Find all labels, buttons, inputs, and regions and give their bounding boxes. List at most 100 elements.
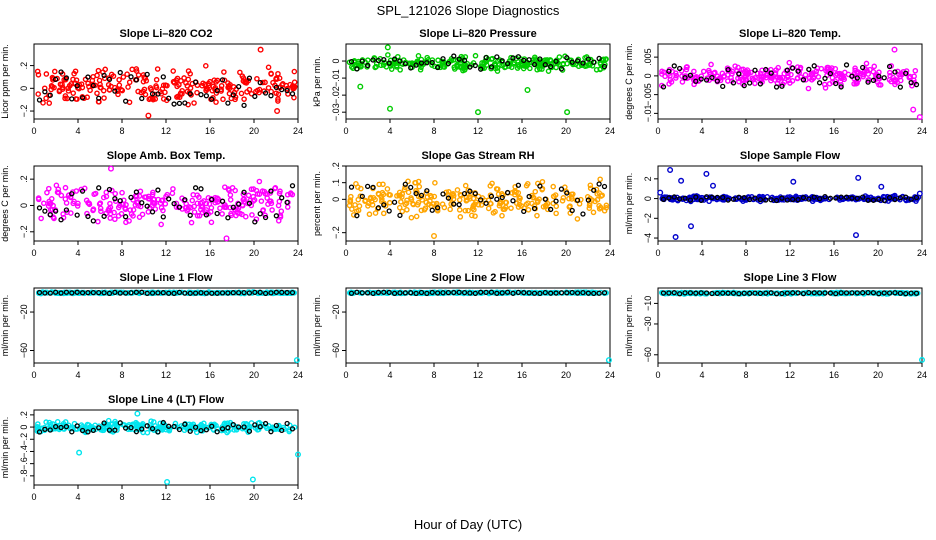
data-point-black	[870, 197, 877, 203]
data-point-black	[112, 196, 118, 202]
y-tick-label: −30	[643, 316, 653, 331]
data-point-black	[359, 193, 365, 200]
data-point-black	[488, 193, 495, 199]
data-points	[346, 44, 609, 116]
data-point-black	[574, 197, 581, 203]
data-point-black	[537, 56, 543, 62]
data-point-black	[155, 290, 161, 296]
data-point-black	[865, 197, 871, 203]
data-point	[788, 71, 794, 78]
panel: Slope Line 3 Flow ml/min per min. 0 4 8 12 16 2…	[624, 272, 927, 380]
data-point-black	[252, 422, 258, 428]
data-point-black	[461, 190, 468, 197]
data-point-black	[354, 66, 360, 72]
data-point	[291, 68, 298, 75]
data-point-black	[478, 197, 484, 203]
data-point-black	[160, 214, 166, 220]
data-point	[523, 182, 530, 189]
data-point	[794, 75, 801, 81]
data-point	[232, 187, 238, 194]
data-point-black	[79, 290, 86, 296]
y-tick-label: .2	[19, 175, 29, 183]
data-point-black	[504, 60, 511, 67]
data-point-black	[155, 187, 161, 193]
data-point	[350, 212, 357, 218]
data-point-black	[101, 72, 107, 78]
data-point-black	[838, 194, 844, 200]
data-point-black	[537, 290, 543, 297]
data-point	[435, 57, 441, 64]
data-point	[95, 67, 102, 74]
data-point-black	[596, 290, 602, 296]
y-tick-label: 0	[331, 197, 341, 202]
data-point-black	[198, 186, 204, 192]
data-point	[821, 81, 828, 88]
data-point-black	[531, 205, 538, 212]
data-point-black	[176, 100, 183, 107]
outlier-point	[688, 223, 695, 230]
data-point	[832, 78, 838, 84]
data-point	[100, 194, 107, 201]
y-tick-label: −.03	[331, 103, 341, 121]
outlier-point	[678, 177, 685, 184]
data-point	[754, 70, 761, 77]
y-tick-label: .2	[19, 411, 29, 419]
data-point	[158, 204, 165, 211]
data-point-black	[461, 57, 468, 64]
data-point-black	[698, 197, 704, 204]
x-tick-label: 4	[699, 126, 704, 136]
plot-frame	[657, 287, 923, 364]
x-tick-label: 20	[561, 370, 571, 380]
data-point-black	[268, 93, 274, 99]
data-point	[578, 196, 584, 203]
data-point	[892, 78, 898, 85]
data-point-black	[187, 212, 193, 218]
data-point	[86, 201, 93, 208]
data-point	[219, 211, 225, 217]
data-point	[124, 71, 130, 77]
y-tick-label: −.2	[19, 433, 29, 446]
data-point	[574, 216, 581, 222]
data-point	[472, 201, 478, 207]
data-point	[370, 194, 377, 201]
x-tick-label: 20	[561, 126, 571, 136]
data-point	[481, 60, 487, 66]
data-point-black	[451, 201, 457, 207]
x-tick-label: 20	[873, 126, 883, 136]
data-point	[553, 210, 559, 217]
data-point	[740, 66, 747, 73]
data-point	[183, 204, 189, 211]
data-point-black	[811, 194, 817, 200]
data-point-black	[289, 426, 296, 432]
data-point-black	[768, 290, 774, 296]
outlier-point	[667, 166, 674, 173]
data-point-black	[192, 79, 199, 85]
data-point-black	[451, 289, 457, 296]
data-point-black	[42, 290, 48, 296]
data-point	[556, 54, 563, 60]
outlier-point	[357, 83, 364, 90]
data-point-black	[429, 289, 435, 296]
data-point	[169, 190, 176, 197]
data-point	[268, 70, 274, 77]
outlier-point	[855, 174, 862, 181]
data-point-black	[359, 290, 365, 296]
data-point-black	[434, 205, 441, 211]
data-point	[176, 82, 182, 88]
data-point	[190, 191, 197, 198]
data-point	[154, 66, 161, 72]
data-point-black	[720, 290, 726, 296]
data-point-black	[908, 196, 914, 202]
data-point-black	[548, 290, 554, 296]
data-point-black	[171, 423, 177, 430]
data-point	[103, 193, 110, 200]
data-point	[508, 54, 514, 61]
data-point	[379, 196, 385, 202]
data-point-black	[564, 55, 570, 61]
data-point-black	[865, 79, 871, 85]
data-point	[126, 79, 133, 86]
x-axis-label: Hour of Day (UTC)	[413, 517, 523, 532]
data-point-black	[800, 77, 807, 83]
y-axis-label: kPa per min.	[312, 56, 322, 107]
data-point	[125, 84, 131, 90]
